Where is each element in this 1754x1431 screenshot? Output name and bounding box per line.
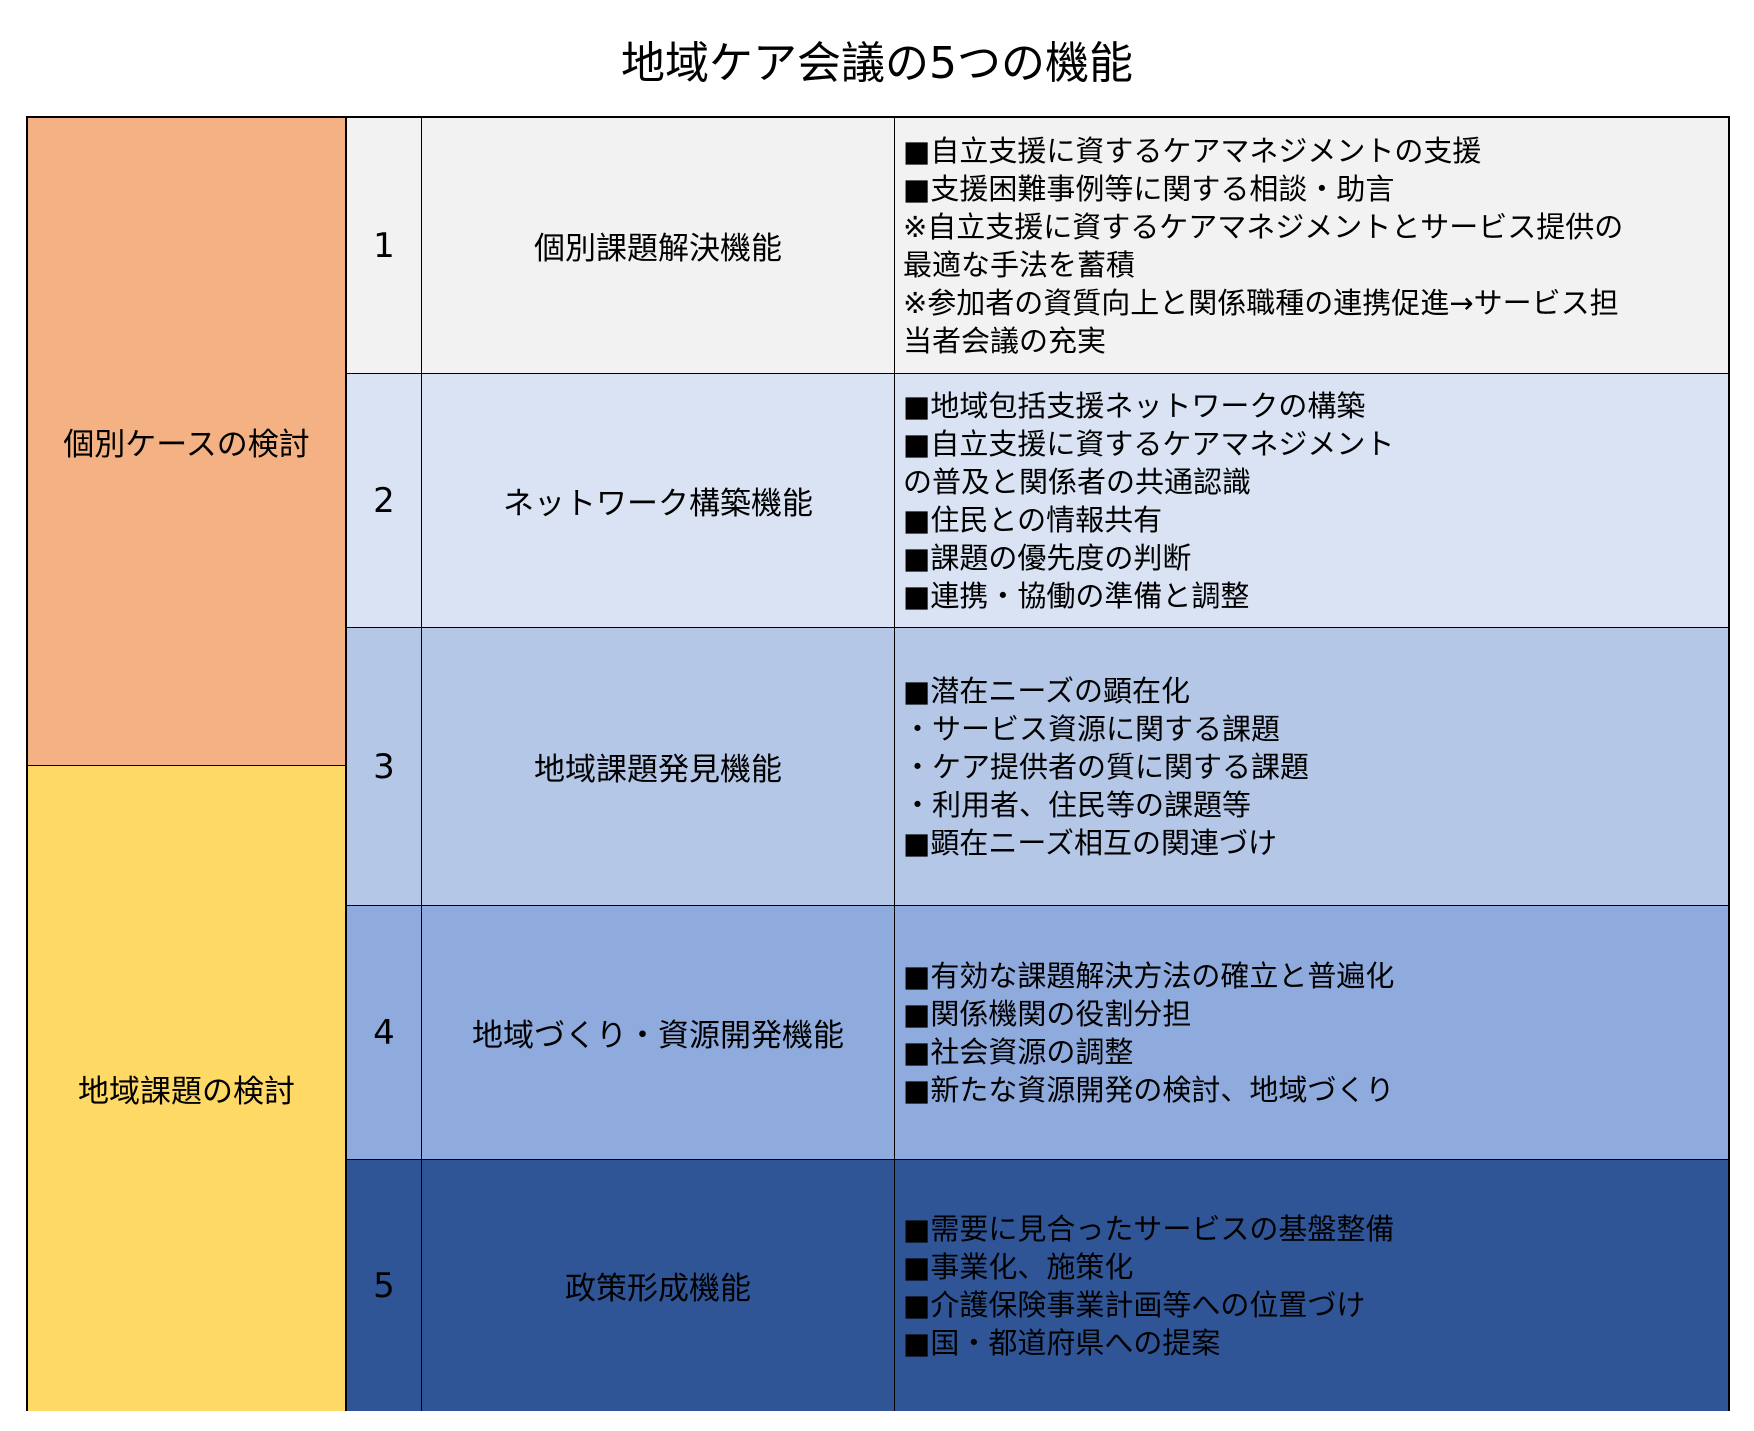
category-individual-case: 個別ケースの検討 — [28, 118, 347, 765]
description-line: ■潜在ニーズの顕在化 — [903, 673, 1190, 708]
function-description: ■潜在ニーズの顕在化 ・サービス資源に関する課題 ・ケア提供者の質に関する課題 ・利用… — [895, 628, 1728, 905]
description-line: ■介護保険事業計画等への位置づけ — [903, 1287, 1366, 1322]
function-description: ■有効な課題解決方法の確立と普遍化 ■関係機関の役割分担 ■社会資源の調整 ■新たな資… — [895, 906, 1728, 1159]
description-line: ■顕在ニーズ相互の関連づけ — [903, 825, 1277, 860]
function-number: 2 — [347, 374, 422, 627]
functions-table: 個別ケースの検討 地域課題の検討 1 個別課題解決機能 ■自立支援に資するケアマネジ… — [26, 116, 1730, 1411]
function-name: 個別課題解決機能 — [422, 118, 895, 373]
description-line: ■社会資源の調整 — [903, 1034, 1134, 1069]
function-row: 1 個別課題解決機能 ■自立支援に資するケアマネジメントの支援 ■支援困難事例等に関す… — [347, 118, 1728, 373]
category-regional-issue: 地域課題の検討 — [28, 765, 347, 1411]
function-name: 政策形成機能 — [422, 1160, 895, 1411]
function-row: 4 地域づくり・資源開発機能 ■有効な課題解決方法の確立と普遍化 ■関係機関の役割分担… — [347, 905, 1728, 1159]
function-row: 2 ネットワーク構築機能 ■地域包括支援ネットワークの構築 ■自立支援に資するケアマネ… — [347, 373, 1728, 627]
function-number: 4 — [347, 906, 422, 1159]
description-line: ■地域包括支援ネットワークの構築 — [903, 388, 1366, 423]
description-line: 当者会議の充実 — [903, 323, 1107, 358]
function-description: ■需要に見合ったサービスの基盤整備 ■事業化、施策化 ■介護保険事業計画等への位置づ… — [895, 1160, 1728, 1411]
description-line: ■有効な課題解決方法の確立と普遍化 — [903, 958, 1395, 993]
description-line: の普及と関係者の共通認識 — [903, 464, 1252, 499]
function-description: ■地域包括支援ネットワークの構築 ■自立支援に資するケアマネジメント の普及と関係者… — [895, 374, 1728, 627]
description-line: ・サービス資源に関する課題 — [903, 711, 1281, 746]
category-label: 地域課題の検討 — [78, 1074, 295, 1110]
function-number: 3 — [347, 628, 422, 905]
description-line: ■需要に見合ったサービスの基盤整備 — [903, 1211, 1395, 1246]
description-line: ■新たな資源開発の検討、地域づくり — [903, 1072, 1395, 1107]
function-name: ネットワーク構築機能 — [422, 374, 895, 627]
description-line: ■国・都道府県への提案 — [903, 1325, 1221, 1360]
function-name: 地域づくり・資源開発機能 — [422, 906, 895, 1159]
page-title: 地域ケア会議の5つの機能 — [621, 38, 1133, 89]
description-line: 最適な手法を蓄積 — [903, 247, 1136, 282]
description-line: ■支援困難事例等に関する相談・助言 — [903, 171, 1395, 206]
description-line: ※参加者の資質向上と関係職種の連携促進→サービス担 — [903, 285, 1619, 320]
function-name: 地域課題発見機能 — [422, 628, 895, 905]
description-line: ■関係機関の役割分担 — [903, 996, 1192, 1031]
description-line: ■自立支援に資するケアマネジメント — [903, 426, 1395, 461]
description-line: ■事業化、施策化 — [903, 1249, 1134, 1284]
description-line: ※自立支援に資するケアマネジメントとサービス提供の — [903, 209, 1624, 244]
description-line: ■課題の優先度の判断 — [903, 540, 1192, 575]
description-line: ■住民との情報共有 — [903, 502, 1163, 537]
description-line: ・利用者、住民等の課題等 — [903, 787, 1252, 822]
description-line: ■連携・協働の準備と調整 — [903, 578, 1250, 613]
function-description: ■自立支援に資するケアマネジメントの支援 ■支援困難事例等に関する相談・助言 ※自立… — [895, 118, 1728, 373]
function-number: 1 — [347, 118, 422, 373]
category-label: 個別ケースの検討 — [63, 427, 310, 463]
description-line: ■自立支援に資するケアマネジメントの支援 — [903, 133, 1482, 168]
function-number: 5 — [347, 1160, 422, 1411]
function-row: 3 地域課題発見機能 ■潜在ニーズの顕在化 ・サービス資源に関する課題 ・ケア提供者の質… — [347, 627, 1728, 905]
description-line: ・ケア提供者の質に関する課題 — [903, 749, 1310, 784]
function-row: 5 政策形成機能 ■需要に見合ったサービスの基盤整備 ■事業化、施策化 ■介護保険事業計… — [347, 1159, 1728, 1411]
